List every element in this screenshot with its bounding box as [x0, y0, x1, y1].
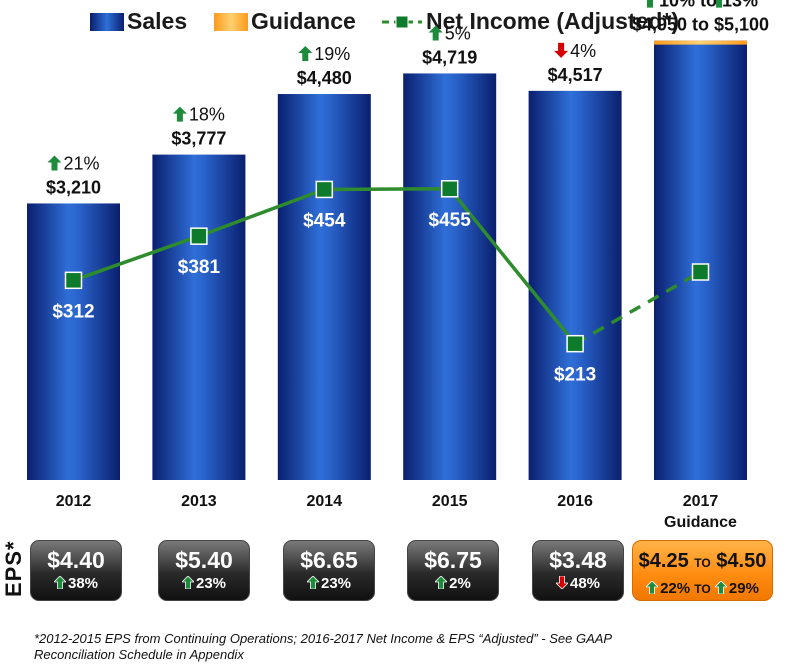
sales-bar-2014 — [277, 94, 371, 481]
eps-change-to: TO — [694, 582, 711, 596]
growth-label: 21% — [63, 153, 99, 173]
eps-change-text: 38% — [67, 575, 99, 592]
eps-value-low: $4.25 — [638, 550, 689, 572]
legend-sales-label: Sales — [127, 8, 188, 34]
net-income-value-label: $454 — [303, 210, 346, 231]
footnote-line-2: Reconciliation Schedule in Appendix — [34, 647, 244, 662]
growth-label: 18% — [189, 105, 225, 125]
net-income-value-label: $213 — [554, 365, 596, 386]
up-arrow-icon — [646, 581, 659, 594]
eps-box-2016: $3.48 48% — [532, 540, 624, 601]
eps-change: 23% — [159, 575, 249, 593]
up-arrow-icon — [53, 576, 66, 589]
net-income-value-label: $381 — [178, 257, 221, 278]
eps-value: $5.40 — [175, 547, 233, 573]
eps-value-range: $4.25 TO $4.50 — [633, 548, 772, 576]
growth-label: 4% — [570, 41, 596, 61]
up-arrow-icon — [298, 46, 313, 62]
sales-value-label: $4,517 — [548, 65, 603, 85]
eps-box-2017-guidance: $4.25 TO $4.50 22% TO 29% — [632, 540, 773, 601]
eps-change-text: 48% — [569, 575, 601, 592]
down-arrow-icon — [554, 42, 569, 58]
up-arrow-icon — [47, 155, 62, 171]
up-arrow-icon — [714, 581, 727, 594]
legend-guidance: Guidance — [214, 8, 356, 35]
legend-net-income-label: Net Income (Adjusted*) — [426, 8, 680, 34]
eps-change-text: 2% — [449, 575, 471, 592]
net-income-point — [190, 227, 208, 245]
growth-label: 5% — [445, 23, 471, 43]
eps-change: 38% — [31, 575, 121, 593]
legend-net-income-swatch — [382, 13, 422, 31]
growth-label: 10% to 13% — [659, 0, 758, 11]
net-income-point — [64, 271, 83, 290]
eps-change: 48% — [533, 575, 623, 593]
sales-bar-2016 — [528, 90, 622, 480]
net-income-value-label: $455 — [429, 210, 472, 231]
sales-bar-2017-guidance — [654, 40, 747, 480]
chart-legend: Sales Guidance Net Income (Adjusted*) — [0, 8, 786, 38]
eps-value-high: $4.50 — [716, 550, 767, 572]
guidance-bar-segment — [654, 40, 747, 45]
sales-value-label: $4,950 to $5,100 — [632, 15, 769, 35]
eps-box-2012: $4.40 38% — [30, 540, 122, 601]
eps-box-2015: $6.75 2% — [407, 540, 499, 601]
up-arrow-icon — [172, 106, 187, 122]
sales-value-label: $3,210 — [46, 177, 101, 197]
x-tick-label: 2013 — [181, 493, 217, 510]
up-arrow-icon — [646, 0, 653, 8]
sales-value-label: $4,480 — [297, 68, 352, 88]
x-tick-label: Guidance — [664, 514, 737, 531]
up-arrow-icon — [181, 576, 194, 589]
eps-change-range: 22% TO 29% — [633, 580, 772, 598]
eps-value: $4.40 — [47, 547, 105, 573]
eps-change: 2% — [408, 575, 498, 593]
down-arrow-icon — [555, 576, 568, 589]
net-income-point — [315, 180, 334, 199]
net-income-line-dashed — [574, 270, 702, 346]
eps-value-to: TO — [694, 556, 711, 570]
eps-change: 23% — [284, 575, 374, 593]
up-arrow-icon — [306, 576, 319, 589]
sales-value-label: $4,719 — [422, 47, 477, 67]
eps-box-2014: $6.65 23% — [283, 540, 375, 601]
net-income-point — [691, 263, 710, 281]
net-income-point — [566, 334, 584, 353]
eps-axis-label: EPS* — [1, 540, 26, 597]
x-tick-label: 2012 — [56, 493, 92, 510]
eps-change-low: 22% — [660, 580, 691, 597]
x-tick-label: 2017 — [683, 493, 719, 510]
eps-value: $6.75 — [424, 547, 482, 573]
sales-bar-2012 — [27, 203, 120, 480]
net-income-point — [440, 180, 459, 198]
x-tick-label: 2016 — [557, 493, 593, 510]
up-arrow-icon — [435, 576, 448, 589]
footnote-line-1: *2012-2015 EPS from Continuing Operation… — [34, 631, 613, 646]
up-arrow-icon — [428, 25, 443, 41]
footnote: *2012-2015 EPS from Continuing Operation… — [34, 631, 774, 663]
eps-change-high: 29% — [728, 580, 759, 597]
sales-bar-2013 — [152, 154, 246, 480]
sales-bar-2015 — [403, 73, 497, 480]
eps-change-text: 23% — [320, 575, 352, 592]
sales-value-label: $3,777 — [171, 129, 226, 149]
eps-value: $6.65 — [300, 547, 358, 573]
legend-net-income: Net Income (Adjusted*) — [382, 8, 679, 35]
legend-sales-swatch — [90, 12, 124, 31]
sales-net-income-chart: $312 $381 $454 $455 $213 $3,210 21% $3,777 18% $… — [27, 0, 769, 531]
up-arrow-icon — [716, 0, 723, 8]
legend-sales: Sales — [90, 8, 187, 35]
x-tick-label: 2014 — [307, 493, 343, 510]
eps-box-2013: $5.40 23% — [158, 540, 250, 601]
eps-change-text: 23% — [195, 575, 227, 592]
growth-label: 19% — [314, 44, 350, 64]
eps-value: $3.48 — [549, 547, 607, 573]
net-income-value-label: $312 — [52, 301, 94, 322]
legend-guidance-label: Guidance — [251, 8, 356, 34]
x-tick-label: 2015 — [432, 493, 468, 510]
legend-guidance-swatch — [214, 12, 248, 31]
